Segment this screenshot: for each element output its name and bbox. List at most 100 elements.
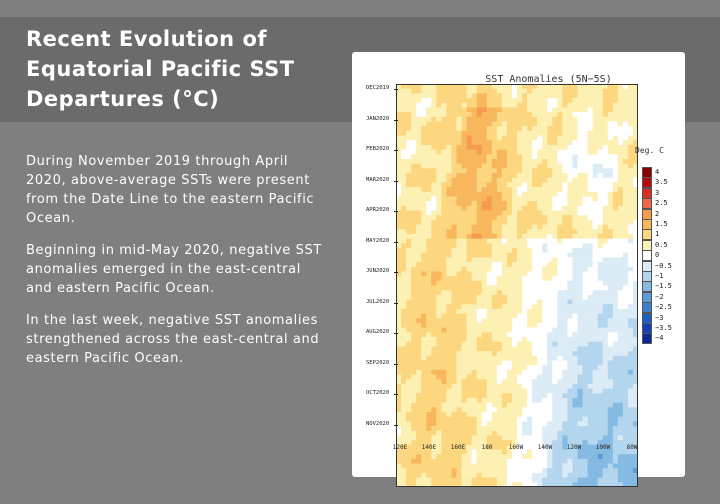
anomaly-cell (547, 337, 553, 343)
anomaly-cell (401, 84, 407, 89)
anomaly-cell (496, 472, 503, 478)
anomaly-cell (446, 98, 452, 104)
anomaly-cell (602, 449, 609, 455)
anomaly-cell (537, 116, 543, 122)
anomaly-cell (496, 426, 503, 432)
y-axis-label: OCT2020 (366, 390, 390, 396)
anomaly-cell (506, 107, 513, 113)
anomaly-cell (431, 337, 437, 343)
anomaly-cell (501, 355, 508, 361)
anomaly-cell (421, 407, 427, 413)
anomaly-cell (622, 388, 629, 394)
anomaly-cell (401, 201, 407, 207)
anomaly-cell (411, 215, 417, 221)
anomaly-cell (406, 444, 412, 450)
anomaly-cell (416, 191, 422, 197)
anomaly-cell (602, 93, 609, 99)
anomaly-cell (496, 98, 503, 104)
anomaly-cell (587, 304, 593, 310)
anomaly-cell (496, 440, 503, 446)
anomaly-cell (572, 454, 578, 460)
anomaly-cell (627, 112, 634, 118)
anomaly-cell (557, 472, 563, 478)
anomaly-cell (501, 102, 508, 108)
anomaly-cell (416, 130, 422, 136)
anomaly-cell (496, 266, 503, 272)
anomaly-cell (476, 332, 483, 338)
anomaly-cell (592, 402, 598, 408)
anomaly-cell (476, 121, 483, 127)
anomaly-cell (401, 93, 407, 99)
anomaly-cell (451, 102, 457, 108)
anomaly-cell (471, 168, 477, 174)
anomaly-cell (511, 173, 518, 179)
anomaly-cell (431, 88, 437, 94)
anomaly-cell (602, 168, 609, 174)
anomaly-cell (466, 468, 472, 474)
anomaly-cell (431, 449, 437, 455)
anomaly-cell (592, 219, 598, 225)
anomaly-cell (486, 205, 493, 211)
anomaly-cell (506, 210, 513, 216)
anomaly-cell (476, 435, 483, 441)
anomaly-cell (441, 224, 447, 230)
anomaly-cell (506, 285, 513, 291)
anomaly-cell (461, 88, 467, 94)
anomaly-cell (627, 351, 634, 357)
anomaly-cell (592, 318, 598, 324)
anomaly-cell (496, 346, 503, 352)
anomaly-cell (481, 299, 488, 305)
anomaly-cell (577, 327, 583, 333)
anomaly-cell (471, 149, 477, 155)
anomaly-cell (517, 407, 523, 413)
anomaly-cell (542, 280, 548, 286)
anomaly-cell (466, 252, 472, 258)
anomaly-cell (456, 102, 462, 108)
anomaly-cell (466, 98, 472, 104)
anomaly-cell (421, 205, 427, 211)
x-axis-label: 140E (421, 444, 437, 451)
anomaly-cell (466, 458, 472, 464)
anomaly-cell (597, 130, 604, 136)
anomaly-cell (627, 421, 634, 427)
anomaly-cell (552, 369, 558, 375)
slide-title: Recent Evolution of Equatorial Pacific S… (26, 24, 326, 114)
anomaly-cell (476, 472, 483, 478)
y-axis-tick (394, 394, 398, 395)
anomaly-cell (562, 280, 568, 286)
anomaly-cell (517, 426, 523, 432)
anomaly-cell (476, 130, 483, 136)
anomaly-cell (411, 252, 417, 258)
anomaly-cell (451, 454, 457, 460)
anomaly-cell (617, 477, 624, 483)
anomaly-cell (582, 149, 588, 155)
anomaly-cell (627, 262, 634, 268)
anomaly-cell (517, 233, 523, 239)
anomaly-cell (587, 313, 593, 319)
anomaly-cell (456, 304, 462, 310)
anomaly-cell (441, 126, 447, 132)
anomaly-cell (451, 285, 457, 291)
anomaly-cell (421, 412, 427, 418)
anomaly-cell (592, 426, 598, 432)
anomaly-cell (537, 379, 543, 385)
anomaly-cell (406, 201, 412, 207)
anomaly-cell (577, 252, 583, 258)
anomaly-cell (542, 126, 548, 132)
anomaly-cell (622, 472, 629, 478)
anomaly-cell (501, 116, 508, 122)
anomaly-cell (401, 308, 407, 314)
anomaly-cell (517, 126, 523, 132)
anomaly-cell (587, 84, 593, 89)
anomaly-cell (481, 210, 488, 216)
anomaly-cell (537, 257, 543, 263)
anomaly-cell (517, 158, 523, 164)
anomaly-cell (431, 266, 437, 272)
anomaly-cell (466, 84, 472, 89)
anomaly-cell (491, 402, 498, 408)
anomaly-cell (542, 93, 548, 99)
anomaly-cell (471, 280, 477, 286)
anomaly-cell (506, 219, 513, 225)
anomaly-cell (401, 374, 407, 380)
anomaly-cell (582, 116, 588, 122)
